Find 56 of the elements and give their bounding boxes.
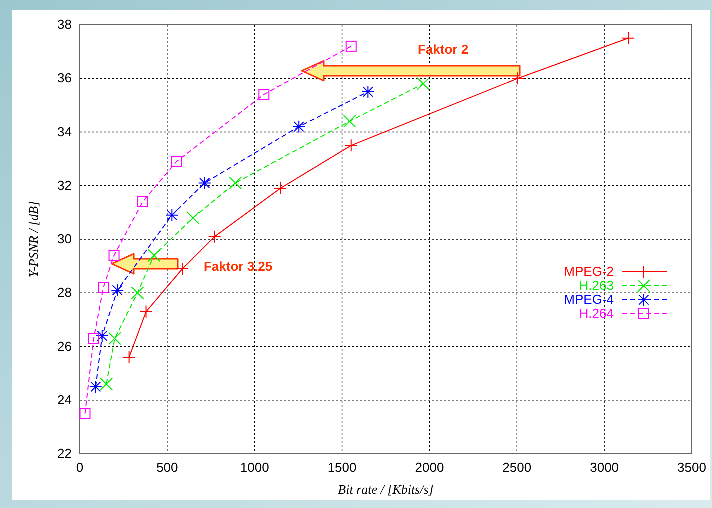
point — [171, 156, 182, 168]
x-axis-title: Bit rate / [Kbits/s] — [338, 482, 434, 497]
x-tick-label: 3000 — [590, 460, 620, 475]
annotation: Faktor 2 — [418, 42, 469, 57]
point — [346, 40, 357, 52]
point — [80, 408, 91, 420]
x-tick-label: 1000 — [240, 460, 270, 475]
point — [186, 212, 200, 225]
point — [512, 72, 525, 86]
y-tick-label: 38 — [58, 17, 72, 32]
point — [100, 378, 114, 391]
point — [137, 196, 148, 208]
y-tick-label: 34 — [58, 124, 72, 140]
point — [140, 305, 153, 318]
x-tick-label: 3500 — [678, 460, 706, 475]
y-tick-label: 36 — [58, 70, 72, 86]
y-tick-label: 32 — [58, 178, 72, 193]
y-tick-label: 26 — [58, 338, 72, 354]
x-tick-label: 2000 — [415, 460, 444, 475]
y-tick-label: 22 — [58, 446, 72, 461]
x-tick-label: 500 — [156, 460, 178, 475]
point — [96, 330, 109, 343]
point — [292, 120, 306, 134]
point — [176, 262, 190, 276]
point — [344, 139, 358, 152]
point — [108, 332, 122, 346]
legend-label: MPEG-2 — [564, 264, 614, 279]
point — [148, 249, 161, 262]
point — [111, 284, 124, 297]
x-tick-label: 1500 — [328, 460, 357, 475]
point — [258, 89, 270, 100]
point — [166, 208, 179, 222]
y-axis-title: Y-PSNR / [dB] — [26, 201, 41, 278]
point — [198, 176, 212, 190]
legend-label: MPEG-4 — [564, 292, 614, 307]
point — [416, 77, 430, 90]
point — [208, 230, 222, 244]
y-tick-label: 30 — [58, 232, 72, 246]
y-tick-label: 24 — [58, 392, 72, 408]
point — [362, 86, 375, 99]
point — [122, 350, 136, 364]
legend-label: H.264 — [579, 306, 614, 321]
annotation: Faktor 3.25 — [204, 259, 273, 274]
point — [622, 32, 636, 45]
point — [108, 250, 120, 262]
point — [89, 380, 102, 394]
point — [343, 115, 356, 128]
x-tick-label: 0 — [76, 460, 84, 475]
point — [229, 176, 242, 190]
legend-label: H.263 — [579, 278, 614, 293]
point — [274, 182, 288, 196]
point — [88, 333, 100, 344]
point — [98, 282, 110, 294]
x-tick-label: 2500 — [502, 460, 532, 475]
y-tick-label: 28 — [58, 285, 72, 300]
point — [131, 286, 144, 300]
